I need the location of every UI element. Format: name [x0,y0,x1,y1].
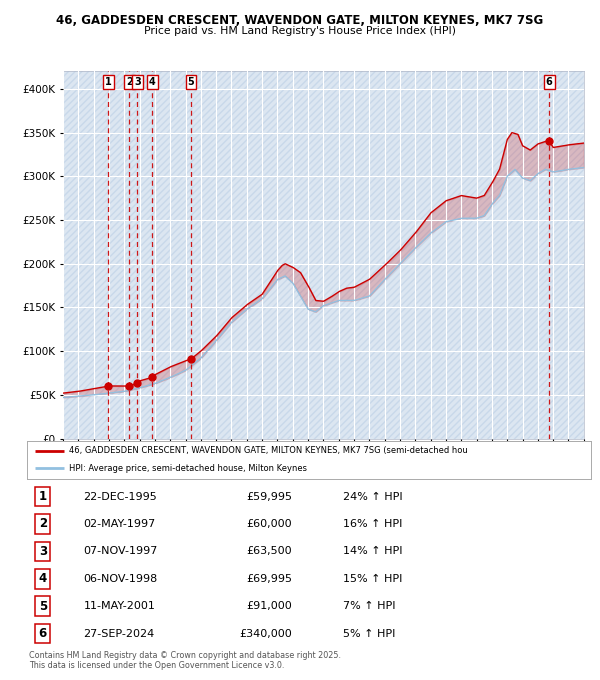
Text: 1: 1 [105,77,112,87]
Text: £59,995: £59,995 [246,492,292,502]
Text: 46, GADDESDEN CRESCENT, WAVENDON GATE, MILTON KEYNES, MK7 7SG: 46, GADDESDEN CRESCENT, WAVENDON GATE, M… [56,14,544,27]
Text: 6: 6 [546,77,553,87]
Text: This data is licensed under the Open Government Licence v3.0.: This data is licensed under the Open Gov… [29,661,284,670]
Text: £340,000: £340,000 [239,628,292,639]
Text: 5: 5 [188,77,194,87]
Text: £91,000: £91,000 [247,601,292,611]
Text: 1: 1 [39,490,47,503]
Text: 46, GADDESDEN CRESCENT, WAVENDON GATE, MILTON KEYNES, MK7 7SG (semi-detached hou: 46, GADDESDEN CRESCENT, WAVENDON GATE, M… [70,447,468,456]
Text: 16% ↑ HPI: 16% ↑ HPI [343,519,402,529]
Text: 22-DEC-1995: 22-DEC-1995 [83,492,157,502]
Text: 5: 5 [38,600,47,613]
Text: 4: 4 [149,77,156,87]
Text: 2: 2 [126,77,133,87]
Text: HPI: Average price, semi-detached house, Milton Keynes: HPI: Average price, semi-detached house,… [70,464,307,473]
Text: 15% ↑ HPI: 15% ↑ HPI [343,574,402,584]
Text: 2: 2 [39,517,47,530]
Text: Price paid vs. HM Land Registry's House Price Index (HPI): Price paid vs. HM Land Registry's House … [144,26,456,36]
Text: Contains HM Land Registry data © Crown copyright and database right 2025.: Contains HM Land Registry data © Crown c… [29,651,341,660]
Text: 3: 3 [39,545,47,558]
Text: £63,500: £63,500 [247,546,292,556]
Text: 27-SEP-2024: 27-SEP-2024 [83,628,155,639]
Text: 7% ↑ HPI: 7% ↑ HPI [343,601,395,611]
Text: 07-NOV-1997: 07-NOV-1997 [83,546,158,556]
Text: £69,995: £69,995 [246,574,292,584]
Text: 4: 4 [38,573,47,585]
Text: 5% ↑ HPI: 5% ↑ HPI [343,628,395,639]
Text: 02-MAY-1997: 02-MAY-1997 [83,519,155,529]
Text: 06-NOV-1998: 06-NOV-1998 [83,574,158,584]
Text: 6: 6 [38,627,47,640]
Text: 24% ↑ HPI: 24% ↑ HPI [343,492,403,502]
Text: 14% ↑ HPI: 14% ↑ HPI [343,546,403,556]
Text: £60,000: £60,000 [247,519,292,529]
Text: 3: 3 [134,77,140,87]
Text: 11-MAY-2001: 11-MAY-2001 [83,601,155,611]
